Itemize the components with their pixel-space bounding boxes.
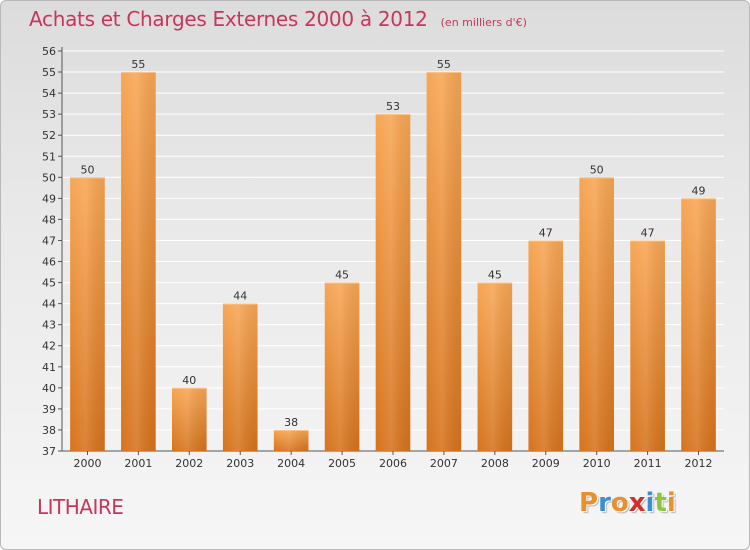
y-tick-label: 49 bbox=[42, 192, 56, 205]
logo-letter: r bbox=[598, 488, 611, 518]
bar-shine bbox=[222, 303, 258, 451]
chart-unit: (en milliers d'€) bbox=[440, 16, 527, 29]
y-tick-label: 42 bbox=[42, 340, 56, 353]
x-tick-label: 2010 bbox=[583, 457, 611, 470]
y-tick-label: 54 bbox=[42, 87, 56, 100]
logo-letter: P bbox=[579, 488, 599, 518]
y-tick-label: 39 bbox=[42, 403, 56, 416]
x-tick-label: 2002 bbox=[175, 457, 203, 470]
logo-letter: t bbox=[654, 488, 667, 518]
data-label: 50 bbox=[590, 163, 604, 176]
x-tick-label: 2006 bbox=[379, 457, 407, 470]
y-tick-label: 43 bbox=[42, 319, 56, 332]
y-tick-label: 48 bbox=[42, 213, 56, 226]
bar-shine bbox=[426, 72, 462, 451]
commune-name: LITHAIRE bbox=[37, 495, 124, 519]
y-tick-label: 47 bbox=[42, 234, 56, 247]
y-tick-labels: 37 38 39 40 41 42 43 44 45 46 47 48 49 50 51 52 53 54 55 56 bbox=[42, 45, 56, 458]
x-tick-label: 2001 bbox=[124, 457, 152, 470]
data-label: 47 bbox=[641, 226, 655, 239]
logo-letter: i bbox=[645, 488, 655, 518]
bar-shine bbox=[375, 114, 411, 451]
x-tick-label: 2012 bbox=[685, 457, 713, 470]
y-tick-label: 37 bbox=[42, 445, 56, 458]
bar-shine bbox=[324, 282, 360, 451]
x-tick-label: 2000 bbox=[73, 457, 101, 470]
chart-title: Achats et Charges Externes 2000 à 2012 bbox=[29, 7, 428, 31]
bar-shine bbox=[70, 177, 105, 451]
y-tick-label: 56 bbox=[42, 45, 56, 58]
bars bbox=[70, 72, 716, 451]
y-tick-label: 41 bbox=[42, 361, 56, 374]
y-tick-label: 46 bbox=[42, 256, 56, 269]
data-label: 45 bbox=[488, 269, 502, 282]
proxiti-logo: Proxiti bbox=[579, 488, 676, 518]
bar-shine bbox=[681, 198, 716, 451]
y-tick-label: 45 bbox=[42, 277, 56, 290]
chart-title-row: Achats et Charges Externes 2000 à 2012 (… bbox=[29, 7, 527, 31]
data-labels: 50 55 40 44 38 45 53 55 45 47 50 47 49 bbox=[80, 58, 705, 429]
y-tick-label: 44 bbox=[42, 298, 56, 311]
bar-shine bbox=[630, 240, 665, 451]
x-tick-label: 2007 bbox=[430, 457, 458, 470]
x-tick-label: 2009 bbox=[532, 457, 560, 470]
data-label: 49 bbox=[692, 184, 706, 197]
data-label: 55 bbox=[437, 58, 451, 71]
y-tick-label: 38 bbox=[42, 424, 56, 437]
bar-shine bbox=[477, 282, 513, 451]
x-tick-label: 2008 bbox=[481, 457, 509, 470]
x-tick-label: 2004 bbox=[277, 457, 305, 470]
x-tick-label: 2003 bbox=[226, 457, 254, 470]
data-label: 50 bbox=[80, 163, 94, 176]
bar-shine bbox=[171, 387, 207, 451]
logo-letter: x bbox=[628, 488, 646, 518]
y-tick-label: 52 bbox=[42, 129, 56, 142]
bar-shine bbox=[273, 429, 309, 451]
logo-letter: i bbox=[666, 488, 676, 518]
x-tick-label: 2005 bbox=[328, 457, 356, 470]
data-label: 38 bbox=[284, 416, 298, 429]
data-label: 40 bbox=[182, 374, 196, 387]
data-label: 55 bbox=[131, 58, 145, 71]
x-tick-label: 2011 bbox=[634, 457, 662, 470]
logo-letter: o bbox=[610, 488, 629, 518]
data-label: 47 bbox=[539, 226, 553, 239]
y-tick-label: 51 bbox=[42, 150, 56, 163]
bar-shine bbox=[528, 240, 564, 451]
data-label: 44 bbox=[233, 290, 247, 303]
y-tick-label: 53 bbox=[42, 108, 56, 121]
x-tick-labels: 2000 2001 2002 2003 2004 2005 2006 2007 2008 2009… bbox=[73, 457, 712, 470]
bar-shine bbox=[579, 177, 615, 451]
data-label: 53 bbox=[386, 100, 400, 113]
y-tick-label: 55 bbox=[42, 66, 56, 79]
y-tick-label: 40 bbox=[42, 382, 56, 395]
data-label: 45 bbox=[335, 269, 349, 282]
bar-shine bbox=[121, 72, 156, 451]
y-tick-label: 50 bbox=[42, 171, 56, 184]
